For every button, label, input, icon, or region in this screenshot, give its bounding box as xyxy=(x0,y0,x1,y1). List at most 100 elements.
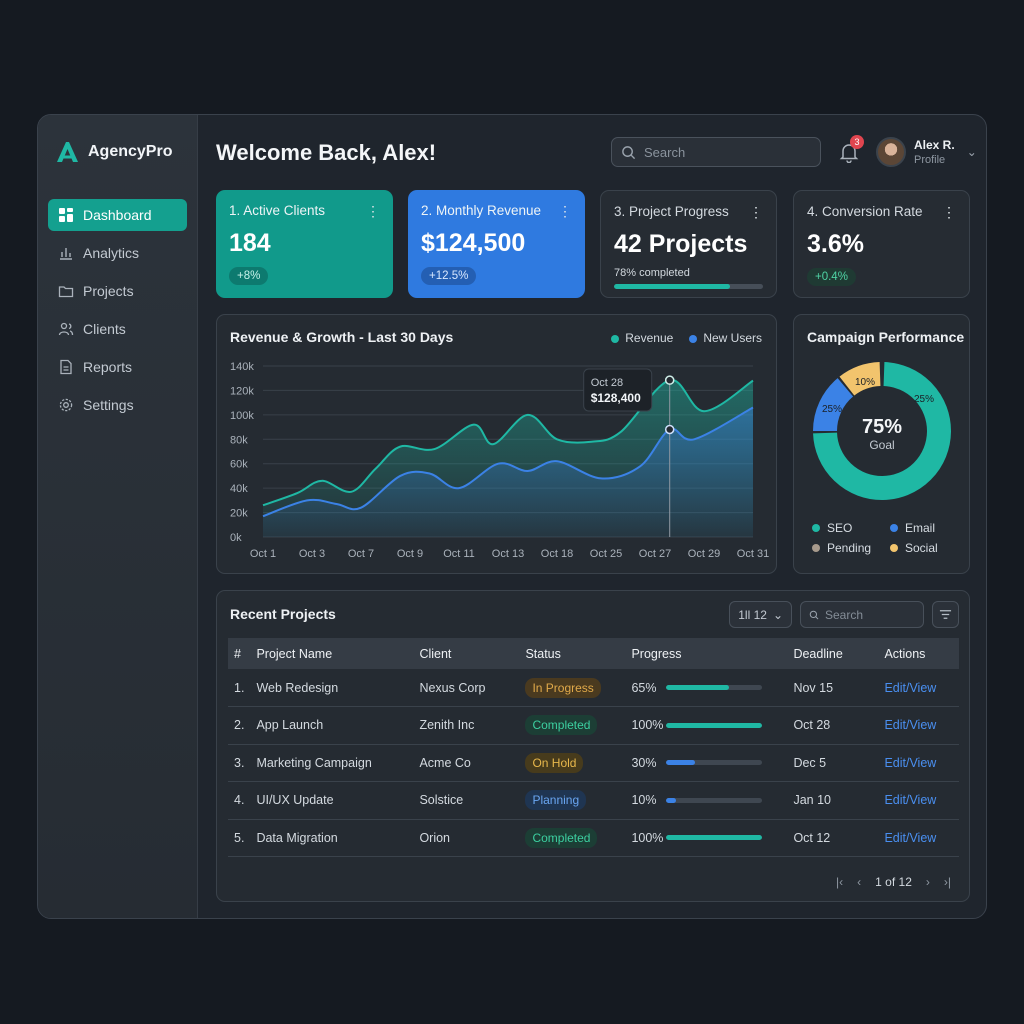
table-row[interactable]: 1. Web Redesign Nexus Corp In Progress 65% No… xyxy=(228,669,959,707)
highlight-point-new-users[interactable] xyxy=(664,424,675,435)
page-size-select[interactable]: 1ll 12 ⌄ xyxy=(729,601,792,628)
series-area-new-users xyxy=(263,407,753,537)
table-row[interactable]: 5. Data Migration Orion Completed 100% Oct 12… xyxy=(228,819,959,857)
y-tick-label: 80k xyxy=(230,434,248,446)
row-number: 3. xyxy=(228,744,251,782)
more-vertical-icon[interactable]: ⋮ xyxy=(942,204,956,220)
global-search[interactable] xyxy=(611,137,821,167)
chart-title: Revenue & Growth - Last 30 Days xyxy=(230,329,454,345)
sidebar-item-projects[interactable]: Projects xyxy=(48,275,187,307)
x-tick-label: Oct 25 xyxy=(590,548,622,560)
brand[interactable]: AgencyPro xyxy=(54,139,172,165)
sidebar-item-dashboard[interactable]: Dashboard xyxy=(48,199,187,231)
donut-slice-seo[interactable] xyxy=(813,362,951,500)
sidebar-item-analytics[interactable]: Analytics xyxy=(48,237,187,269)
chart-tooltip xyxy=(583,368,653,412)
status-badge: Completed xyxy=(525,715,598,736)
col-client: Client xyxy=(419,646,452,661)
donut-label-social: 10% xyxy=(855,377,875,388)
col-status: Status xyxy=(525,646,561,661)
client-name: Orion xyxy=(413,819,520,857)
main-content: Welcome Back, Alex! 3 Alex R. Profile ⌄ … xyxy=(198,115,986,918)
sidebar-item-reports[interactable]: Reports xyxy=(48,351,187,383)
deadline: Nov 15 xyxy=(787,669,879,707)
revenue-line-chart[interactable]: 0k 20k 40k 60k 80k 100k 120k 140k Oct 1 Oct 3 Oct … xyxy=(217,315,778,575)
x-tick-label: Oct 3 xyxy=(299,548,325,560)
status-badge: On Hold xyxy=(525,752,584,773)
tooltip-value: $128,400 xyxy=(591,391,641,405)
kpi-title: 1. Active Clients xyxy=(229,203,326,218)
sidebar-item-label: Dashboard xyxy=(83,207,152,223)
status-badge: Completed xyxy=(525,827,598,848)
y-tick-label: 60k xyxy=(230,459,248,471)
kpi-project-progress[interactable]: 3. Project Progress ⋮ 42 Projects 78% co… xyxy=(600,190,777,298)
x-tick-label: Oct 27 xyxy=(639,548,671,560)
col-deadline: Deadline xyxy=(793,646,843,661)
deadline: Dec 5 xyxy=(787,744,879,782)
table-search-input[interactable] xyxy=(825,607,915,622)
highlight-point-revenue[interactable] xyxy=(664,375,675,385)
edit-view-link[interactable]: Edit/View xyxy=(884,755,937,770)
y-tick-label: 100k xyxy=(230,410,254,422)
donut-slice-social[interactable] xyxy=(839,362,882,396)
legend-item-pending: Pending xyxy=(812,541,890,555)
donut-legend: SEO Email Pending Social xyxy=(812,521,962,555)
next-page-icon[interactable]: › xyxy=(925,875,930,889)
kpi-conversion-rate[interactable]: 4. Conversion Rate ⋮ 3.6% +0.4% xyxy=(793,190,970,298)
progress-cell: 100% xyxy=(625,706,788,745)
client-name: Acme Co xyxy=(413,744,520,782)
more-vertical-icon[interactable]: ⋮ xyxy=(749,204,763,220)
first-page-icon[interactable]: |‹ xyxy=(836,875,844,889)
progress-cell: 30% xyxy=(625,744,788,782)
donut-center-label: Goal xyxy=(869,438,894,452)
brand-name: AgencyPro xyxy=(88,143,173,160)
legend-item-email: Email xyxy=(890,521,962,535)
progress-bar xyxy=(666,760,763,766)
page-title: Welcome Back, Alex! xyxy=(216,140,437,165)
progress-bar-fill xyxy=(666,797,677,803)
kpi-active-clients[interactable]: 1. Active Clients ⋮ 184 +8% xyxy=(216,190,393,298)
table-row[interactable]: 4. UI/UX Update Solstice Planning 10% Jan 10 E… xyxy=(228,781,959,820)
sidebar-item-clients[interactable]: Clients xyxy=(48,313,187,345)
campaign-donut-chart[interactable]: 25% 10% 25% 75%Goal xyxy=(794,355,971,555)
x-tick-label: Oct 29 xyxy=(688,548,720,560)
kpi-title: 2. Monthly Revenue xyxy=(421,203,542,218)
search-input[interactable] xyxy=(644,144,804,160)
edit-view-link[interactable]: Edit/View xyxy=(884,830,937,845)
edit-view-link[interactable]: Edit/View xyxy=(884,718,937,733)
table-search[interactable] xyxy=(800,601,924,628)
donut-label-email: 25% xyxy=(822,404,842,415)
table-controls: 1ll 12 ⌄ xyxy=(729,601,959,628)
progress-value: 10% xyxy=(631,793,657,808)
x-tick-label: Oct 11 xyxy=(443,548,475,560)
app-window: AgencyPro Dashboard Analytics Projects C… xyxy=(37,114,987,919)
sidebar-item-settings[interactable]: Settings xyxy=(48,389,187,421)
user-name: Alex R. xyxy=(914,138,955,152)
projects-table: # Project Name Client Status Progress De… xyxy=(228,638,959,857)
filter-button[interactable] xyxy=(932,601,959,628)
edit-view-link[interactable]: Edit/View xyxy=(884,680,937,695)
legend-item-revenue: Revenue xyxy=(611,331,673,345)
status-cell: On Hold xyxy=(519,744,626,782)
deadline: Jan 10 xyxy=(787,781,879,820)
col-number: # xyxy=(234,646,241,661)
donut-slice-email[interactable] xyxy=(813,378,854,432)
y-tick-label: 140k xyxy=(230,361,254,373)
progress-value: 30% xyxy=(631,755,657,770)
kpi-monthly-revenue[interactable]: 2. Monthly Revenue ⋮ $124,500 +12.5% xyxy=(408,190,585,298)
bar-chart-icon xyxy=(60,248,72,260)
avatar xyxy=(876,137,906,167)
edit-view-link[interactable]: Edit/View xyxy=(884,793,937,808)
more-vertical-icon[interactable]: ⋮ xyxy=(366,203,380,219)
series-line-new-users[interactable] xyxy=(262,406,754,518)
y-tick-label: 40k xyxy=(230,483,248,495)
table-row[interactable]: 3. Marketing Campaign Acme Co On Hold 30% Dec… xyxy=(228,744,959,782)
more-vertical-icon[interactable]: ⋮ xyxy=(558,203,572,219)
user-menu[interactable]: Alex R. Profile ⌄ xyxy=(876,137,977,167)
table-row[interactable]: 2. App Launch Zenith Inc Completed 100% Oct 2… xyxy=(228,706,959,745)
last-page-icon[interactable]: ›| xyxy=(943,875,951,889)
kpi-value: 184 xyxy=(229,229,271,257)
progress-bar-fill xyxy=(666,835,763,841)
col-progress: Progress xyxy=(631,646,682,661)
prev-page-icon[interactable]: ‹ xyxy=(857,875,862,889)
